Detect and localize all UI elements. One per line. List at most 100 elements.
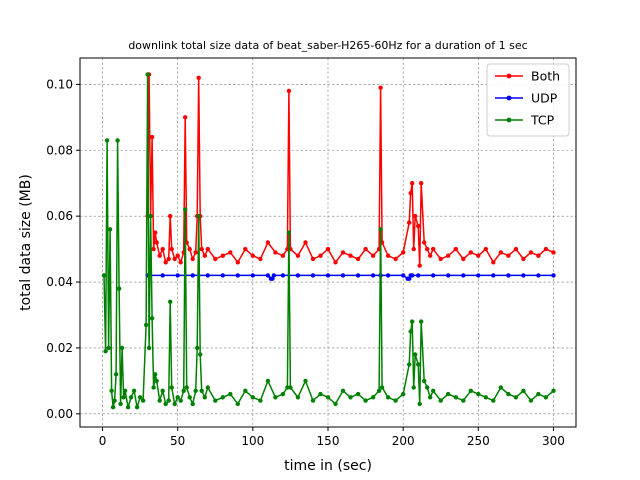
data-point [163, 260, 168, 265]
data-point [428, 253, 433, 258]
data-point [205, 273, 210, 278]
data-point [318, 253, 323, 258]
data-point [195, 345, 200, 351]
data-point [250, 395, 255, 400]
legend: Both UDP TCP [486, 63, 570, 137]
data-point [220, 273, 225, 278]
data-point [378, 85, 383, 90]
data-point [355, 256, 361, 262]
chart-title: downlink total size data of beat_saber-H… [128, 39, 527, 52]
plot-area [101, 72, 556, 410]
data-point [379, 385, 385, 390]
data-point [258, 398, 263, 403]
x-tick-label: 300 [542, 434, 565, 448]
data-point [157, 253, 162, 258]
data-point [536, 391, 541, 397]
data-point [393, 398, 398, 403]
data-point [175, 253, 180, 258]
y-axis-label: total data size (MB) [18, 174, 34, 311]
data-point [348, 395, 353, 400]
data-point [154, 378, 159, 384]
data-point [310, 398, 316, 403]
data-point [163, 401, 168, 407]
data-point [151, 385, 156, 390]
data-point [184, 385, 189, 390]
data-point [205, 385, 210, 390]
data-point [183, 115, 188, 120]
data-point [551, 250, 556, 255]
data-point [521, 388, 526, 393]
data-point [172, 256, 177, 262]
data-point [112, 398, 117, 403]
data-point [187, 395, 192, 400]
data-point [115, 138, 120, 143]
data-point [280, 391, 286, 397]
data-point [417, 401, 422, 407]
data-point [506, 391, 511, 397]
data-point [417, 263, 422, 268]
data-point [363, 246, 368, 252]
data-point [431, 273, 436, 278]
data-point [193, 250, 198, 255]
data-point [119, 345, 125, 351]
series-udp [145, 273, 556, 281]
data-point [483, 246, 488, 252]
data-point [468, 250, 473, 255]
data-point [393, 256, 398, 262]
x-axis-label: time in (sec) [284, 458, 372, 474]
data-point [148, 213, 153, 219]
legend-label: TCP [530, 113, 555, 128]
data-point [228, 391, 233, 397]
data-point [146, 345, 152, 351]
data-point [196, 213, 201, 219]
data-point [428, 395, 433, 400]
data-point [438, 256, 443, 262]
data-point [199, 388, 204, 393]
data-point [438, 398, 443, 403]
data-point [145, 72, 150, 77]
data-point [325, 246, 331, 252]
data-point [258, 256, 263, 262]
data-point [378, 227, 383, 232]
data-point [453, 246, 458, 252]
data-point [175, 273, 180, 278]
data-point [116, 286, 122, 291]
data-point [491, 398, 496, 403]
data-point [271, 273, 277, 278]
data-point [491, 260, 496, 265]
data-point [536, 253, 541, 258]
data-point [122, 388, 128, 393]
data-point [288, 385, 293, 390]
data-point [137, 395, 143, 400]
data-point [109, 388, 114, 393]
data-point [190, 273, 195, 278]
data-point [295, 253, 301, 258]
data-point [160, 388, 165, 393]
data-point [408, 329, 413, 334]
data-point [310, 256, 316, 262]
y-axis: 0.00 0.02 0.04 0.06 0.08 0.10 [46, 77, 80, 421]
data-point [250, 253, 255, 258]
x-axis: 0 50 100 150 200 250 300 [99, 427, 565, 448]
data-point [401, 250, 406, 255]
data-point [128, 395, 134, 400]
data-point [431, 388, 436, 393]
data-point [425, 385, 430, 390]
data-point [153, 372, 158, 377]
data-point [220, 395, 225, 400]
data-point [407, 276, 412, 281]
data-point [265, 273, 271, 278]
data-point [295, 395, 301, 400]
data-point [151, 246, 156, 252]
data-point [149, 134, 155, 140]
data-point [318, 391, 323, 397]
data-point [303, 240, 308, 245]
series-both [145, 72, 556, 268]
data-point [411, 246, 416, 252]
data-point [190, 401, 195, 407]
data-point [483, 395, 488, 400]
y-tick-label: 0.04 [46, 275, 73, 289]
legend-label: UDP [531, 91, 558, 106]
data-point [325, 395, 331, 400]
data-point [431, 246, 436, 252]
